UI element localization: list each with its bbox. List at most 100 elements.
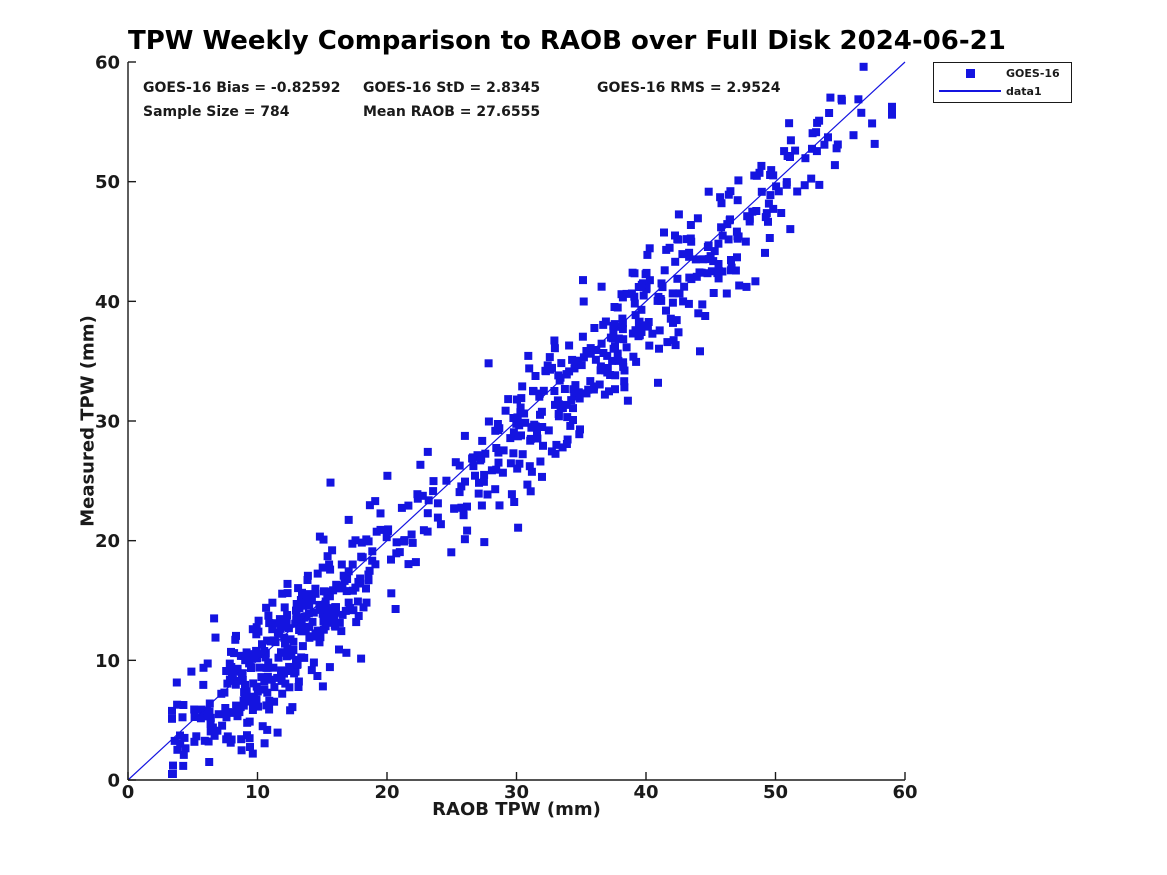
scatter-point xyxy=(252,646,261,655)
scatter-point xyxy=(387,555,395,564)
scatter-point xyxy=(620,383,629,392)
scatter-point xyxy=(571,381,580,390)
scatter-point xyxy=(419,526,428,535)
scatter-point xyxy=(424,496,433,505)
scatter-point xyxy=(529,386,537,395)
scatter-point xyxy=(311,589,320,598)
scatter-point xyxy=(610,320,619,329)
scatter-point xyxy=(205,699,214,708)
scatter-point xyxy=(600,390,609,399)
scatter-point xyxy=(800,181,809,190)
scatter-point xyxy=(450,504,459,513)
scatter-point xyxy=(178,713,187,722)
scatter-point xyxy=(250,653,259,662)
scatter-point xyxy=(413,490,422,499)
scatter-point xyxy=(710,247,719,256)
scatter-point xyxy=(674,210,683,219)
scatter-point xyxy=(218,721,227,730)
scatter-point xyxy=(579,297,588,306)
scatter-point xyxy=(305,632,314,641)
scatter-point xyxy=(321,622,330,631)
scatter-point xyxy=(429,477,438,486)
scatter-point xyxy=(357,538,366,547)
scatter-point xyxy=(560,385,569,393)
scatter-point xyxy=(260,677,269,686)
scatter-point xyxy=(376,509,385,518)
x-tick-label: 10 xyxy=(245,782,270,803)
scatter-point xyxy=(529,422,538,431)
scatter-point xyxy=(812,128,821,137)
scatter-point xyxy=(323,552,332,561)
scatter-point xyxy=(631,311,640,320)
scatter-point xyxy=(392,538,401,547)
legend-label: data1 xyxy=(1006,84,1042,98)
scatter-point xyxy=(243,718,252,727)
scatter-point xyxy=(283,589,292,598)
scatter-point xyxy=(516,408,525,417)
scatter-point xyxy=(455,488,464,497)
scatter-point xyxy=(888,102,896,111)
scatter-point xyxy=(357,654,366,663)
stat-std: GOES-16 StD = 2.8345 xyxy=(363,80,541,96)
scatter-point xyxy=(691,255,700,264)
scatter-point xyxy=(263,725,272,734)
scatter-point xyxy=(344,598,353,607)
scatter-point xyxy=(404,560,413,569)
scatter-point xyxy=(694,309,703,318)
scatter-point xyxy=(433,513,442,522)
scatter-point xyxy=(364,570,373,579)
scatter-point xyxy=(611,385,619,394)
scatter-point xyxy=(362,598,371,607)
scatter-point xyxy=(632,357,641,366)
scatter-point xyxy=(786,136,795,145)
scatter-point xyxy=(550,387,559,395)
scatter-point xyxy=(603,351,612,360)
scatter-point xyxy=(263,688,272,697)
scatter-point xyxy=(280,603,289,612)
scatter-point xyxy=(791,146,800,155)
scatter-point xyxy=(539,386,548,395)
y-tick-label: 10 xyxy=(95,651,120,672)
scatter-point xyxy=(622,289,631,298)
scatter-point xyxy=(491,426,500,435)
scatter-point xyxy=(494,448,503,457)
scatter-point xyxy=(716,193,725,202)
scatter-point xyxy=(294,584,303,593)
scatter-point xyxy=(265,705,274,714)
scatter-point xyxy=(359,603,368,612)
scatter-point xyxy=(741,237,750,246)
scatter-point xyxy=(220,688,229,697)
scatter-point xyxy=(474,489,483,498)
y-tick-label: 60 xyxy=(95,53,120,74)
scatter-point xyxy=(525,462,534,471)
scatter-point xyxy=(563,435,572,444)
scatter-point xyxy=(481,449,490,458)
scatter-point xyxy=(364,576,373,585)
scatter-point xyxy=(280,619,289,628)
scatter-point xyxy=(491,485,500,494)
scatter-point xyxy=(645,341,654,350)
scatter-point xyxy=(264,658,273,667)
scatter-point xyxy=(764,217,772,226)
scatter-point xyxy=(620,377,629,386)
scatter-point xyxy=(717,199,726,208)
scatter-point xyxy=(346,603,354,612)
scatter-point xyxy=(477,501,486,510)
scatter-point xyxy=(868,119,877,128)
scatter-point xyxy=(714,274,723,283)
scatter-point xyxy=(277,648,285,657)
scatter-point xyxy=(335,618,344,627)
scatter-point xyxy=(628,329,637,338)
scatter-point xyxy=(727,256,735,264)
scatter-point xyxy=(614,334,623,343)
scatter-point xyxy=(824,133,832,142)
scatter-point xyxy=(268,625,277,634)
scatter-point xyxy=(538,423,547,431)
x-tick-label: 60 xyxy=(892,782,917,803)
scatter-point xyxy=(243,731,251,740)
scatter-point xyxy=(181,744,190,753)
scatter-point xyxy=(826,93,835,102)
scatter-point xyxy=(292,611,301,620)
scatter-point xyxy=(704,241,713,250)
scatter-point xyxy=(751,277,760,286)
